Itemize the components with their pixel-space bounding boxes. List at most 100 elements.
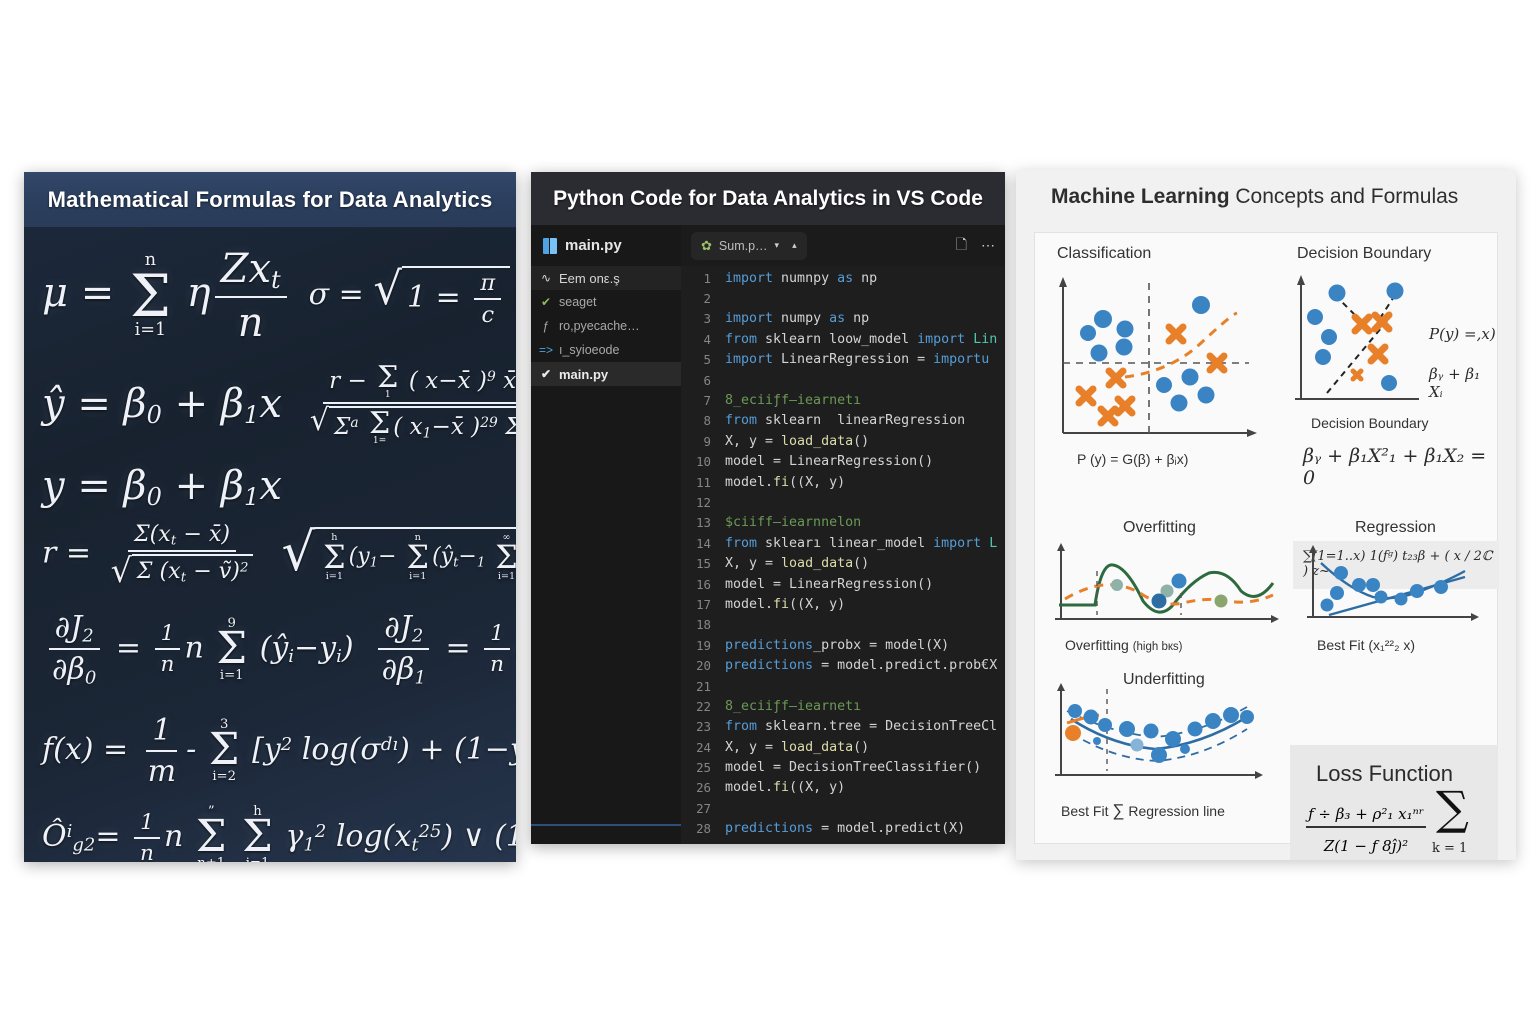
code-line[interactable]: 20 predictions = model.predict.prob€X (681, 655, 1005, 675)
code-line[interactable]: 9 X, y = load_data() (681, 431, 1005, 451)
code-line[interactable]: 8 from sklearn linearRegression (681, 411, 1005, 431)
explorer-sidebar[interactable]: main.py ∿ Eem onε.ş ✔ seaget ƒ ro,pyecache… =>… (531, 225, 681, 844)
explorer-row-label: ı_syioeode (559, 343, 620, 357)
underfitting-title: Underfitting (1123, 671, 1205, 688)
code-line[interactable]: 18 (681, 615, 1005, 635)
editor-tab-label: Sum.p… (718, 238, 768, 253)
regression-chart (1307, 545, 1479, 621)
regression-title: Regression (1355, 519, 1436, 536)
loss-function-box: Loss Function ƒ ÷ β₃ + ρ²₁ x₁ⁿʳ Z(1 − ƒ … (1290, 745, 1498, 860)
underfitting-chart (1055, 683, 1263, 779)
line-text: X, y = load_data() (725, 739, 870, 755)
editor-tabbar[interactable]: ✿ Sum.p… ▾ ▴ 🗋 ⋯ (681, 225, 1005, 266)
formula-linear-regression: y = β0 + β1x (42, 462, 282, 511)
line-number: 15 (696, 556, 711, 572)
code-line[interactable]: 24 X, y = load_data() (681, 737, 1005, 757)
code-line[interactable]: 21 (681, 676, 1005, 696)
code-line[interactable]: 13 $ciiff—iearnnelon (681, 513, 1005, 533)
overfitting-chart (1055, 543, 1279, 623)
regression-caption-small: (x₁²²₂ x) (1368, 637, 1416, 653)
code-editor-content[interactable]: 1 import numnpy as np 2 3 import numpy as np… (681, 266, 1005, 844)
formula-stddev: σ = √1 = πc -r1√r − 13 (309, 255, 516, 337)
underfitting-caption: Best Fit ∑ Regression line (1061, 801, 1225, 821)
ml-title-bold: Machine Learning (1051, 185, 1230, 208)
loss-function-sigma: ∑ (1436, 781, 1469, 835)
leaf-icon: ✿ (701, 237, 712, 253)
chevron-up-icon[interactable]: ▴ (792, 240, 797, 250)
line-number: 23 (696, 719, 711, 735)
line-number: 19 (696, 637, 711, 653)
code-line[interactable]: 7 8_eciiƒf—iearnetı (681, 390, 1005, 410)
line-text: X, y = load_data() (725, 556, 870, 572)
code-line[interactable]: 16 model = LinearRegression() (681, 574, 1005, 594)
line-number: 12 (696, 494, 711, 510)
line-number: 21 (696, 678, 711, 694)
vscode-panel: Python Code for Data Analytics in VS Cod… (531, 172, 1005, 844)
code-line[interactable]: 12 (681, 492, 1005, 512)
code-line[interactable]: 6 (681, 370, 1005, 390)
code-line[interactable]: 28 predictions = model.predict(X) (681, 819, 1005, 839)
line-text: predictions = model.predict(X) (725, 821, 966, 837)
line-text: model.fi((X, y) (725, 780, 846, 796)
explorer-row-3[interactable]: => ı_syioeode (531, 338, 681, 362)
code-line[interactable]: 19 predictions_probx = model(X) (681, 635, 1005, 655)
code-line[interactable]: 23 from sklearn.tree = DecisionTreeCl (681, 717, 1005, 737)
explorer-row-0[interactable]: ∿ Eem onε.ş (531, 266, 681, 290)
formula-row-3: y = β0 + β1x (42, 463, 502, 511)
line-number: 11 (696, 474, 711, 490)
line-text: X, y = load_data() (725, 433, 870, 449)
code-line[interactable]: 15 X, y = load_data() (681, 553, 1005, 573)
underfitting-caption-main: Best Fit (1061, 803, 1109, 819)
line-text: from sklearn.tree = DecisionTreeCl (725, 719, 998, 735)
formula-grad-beta1: ∂J2∂β1 = 1nn 1Σj=1 (y1−5Σi=1ixi (372, 610, 516, 689)
loss-function-denominator: Z(1 − ƒ 8ĵ)² (1323, 837, 1409, 855)
explorer-row-1[interactable]: ✔ seaget (531, 290, 681, 314)
code-line[interactable]: 26 model.fi((X, y) (681, 778, 1005, 798)
line-number: 26 (696, 780, 711, 796)
line-text: from sklearn loow_model import Lin (725, 331, 998, 347)
decision-boundary-inline-2: βᵧ + β₁ Xᵢ (1429, 365, 1481, 401)
chevron-down-icon[interactable]: ▾ (774, 240, 780, 250)
code-line[interactable]: 2 (681, 288, 1005, 308)
code-line[interactable]: 17 model.fi((X, y) (681, 594, 1005, 614)
line-text: model = LinearRegression() (725, 576, 934, 592)
line-number: 25 (696, 760, 711, 776)
line-text: model.fi((X, y) (725, 596, 846, 612)
code-line[interactable]: 1 import numnpy as np (681, 268, 1005, 288)
code-line[interactable]: 14 from sklearı linear_model import L (681, 533, 1005, 553)
line-number: 9 (703, 433, 711, 449)
code-line[interactable]: 3 import numpy as np (681, 309, 1005, 329)
underfitting-caption-sigma: ∑ (1112, 801, 1125, 820)
math-panel-title: Mathematical Formulas for Data Analytics (47, 187, 493, 212)
explorer-row-2[interactable]: ƒ ro,pyecache… (531, 314, 681, 338)
line-text: predictions_probx = model(X) (725, 637, 950, 653)
explorer-tree[interactable]: ∿ Eem onε.ş ✔ seaget ƒ ro,pyecache… => ı_syioeo… (531, 266, 681, 386)
split-editor-icon[interactable]: 🗋 (955, 235, 967, 252)
line-number: 22 (696, 698, 711, 714)
code-line[interactable]: 11 model.fi((X, y) (681, 472, 1005, 492)
editor-tab-sum[interactable]: ✿ Sum.p… ▾ ▴ (691, 231, 807, 260)
decision-boundary-equation: βᵧ + β₁X²₁ + β₁X₂ = 0 (1303, 445, 1487, 489)
math-formulas-panel: Mathematical Formulas for Data Analytics… (24, 172, 516, 862)
vscode-body: main.py ∿ Eem onε.ş ✔ seaget ƒ ro,pyecache… =>… (531, 225, 1005, 844)
explorer-row-4[interactable]: ✔ main.py (531, 362, 681, 386)
ml-title-rest: Concepts and Formulas (1229, 185, 1459, 208)
explorer-file-label: main.py (565, 237, 622, 254)
code-line[interactable]: 10 model = LinearRegression() (681, 452, 1005, 472)
line-number: 17 (696, 596, 711, 612)
line-number: 16 (696, 576, 711, 592)
code-line[interactable]: 27 (681, 798, 1005, 818)
underfitting-caption-tail: Regression line (1128, 803, 1225, 819)
explorer-header: main.py (531, 225, 681, 266)
more-actions-icon[interactable]: ⋯ (981, 237, 995, 253)
check-green-icon: ✔ (540, 295, 552, 309)
formula-row-7: Ôig2= 1nn ”Σn±1 hΣi=1 γ12 log(xt25) ∨ (1… (42, 805, 516, 862)
line-number: 8 (703, 413, 711, 429)
code-line[interactable]: 25 model = DecisionTreeClassifier() (681, 757, 1005, 777)
line-number: 13 (696, 515, 711, 531)
code-line[interactable]: 5 import LinearRegression = importu (681, 350, 1005, 370)
code-line[interactable]: 22 8_eciiƒf—iearnetı (681, 696, 1005, 716)
code-line[interactable]: 4 from sklearn loow_model import Lin (681, 329, 1005, 349)
